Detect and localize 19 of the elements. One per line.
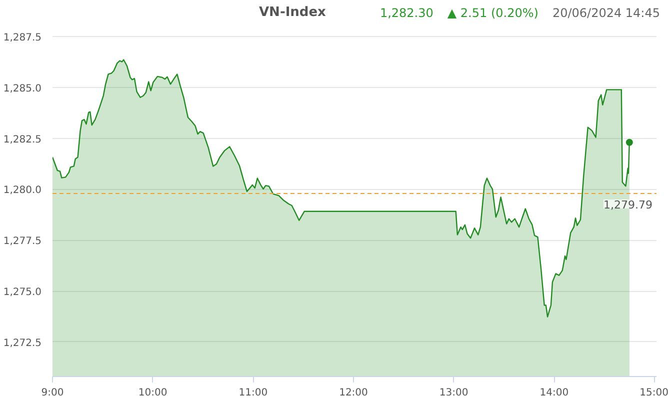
x-tick-label: 13:00 bbox=[439, 388, 468, 398]
x-tick-label: 12:00 bbox=[339, 388, 368, 398]
ref-line-label: 1,279.79 bbox=[604, 198, 652, 212]
text: 20/06/2024 14:45 bbox=[552, 6, 660, 20]
text: 1,282.30 bbox=[380, 6, 434, 20]
chart-title: VN-Index bbox=[258, 4, 327, 22]
y-tick-label: 1,280.0 bbox=[3, 185, 42, 196]
y-tick-label: 1,272.5 bbox=[3, 338, 42, 349]
x-tick-label: 15:00 bbox=[640, 388, 668, 398]
text: ▲ 2.51 (0.20%) bbox=[447, 6, 538, 20]
x-tick-label: 9:00 bbox=[41, 388, 64, 398]
x-tick-label: 10:00 bbox=[138, 388, 168, 398]
y-tick-label: 1,275.0 bbox=[3, 287, 42, 298]
y-tick-label: 1,285.0 bbox=[3, 83, 42, 94]
y-tick-label: 1,287.5 bbox=[3, 32, 42, 44]
x-tick-label: 14:00 bbox=[540, 388, 569, 398]
y-tick-label: 1,282.5 bbox=[3, 134, 42, 146]
x-tick-label: 11:00 bbox=[238, 388, 268, 398]
y-tick-label: 1,277.5 bbox=[3, 236, 42, 248]
